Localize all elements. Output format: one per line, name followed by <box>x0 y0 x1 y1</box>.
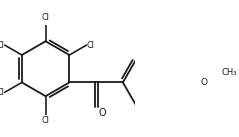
Text: Cl: Cl <box>87 41 94 50</box>
Text: Cl: Cl <box>42 116 49 125</box>
Text: Cl: Cl <box>0 88 5 97</box>
Text: O: O <box>99 108 106 118</box>
Text: CH₃: CH₃ <box>221 68 237 77</box>
Text: O: O <box>200 78 207 87</box>
Text: Cl: Cl <box>0 41 5 50</box>
Text: Cl: Cl <box>42 12 49 22</box>
